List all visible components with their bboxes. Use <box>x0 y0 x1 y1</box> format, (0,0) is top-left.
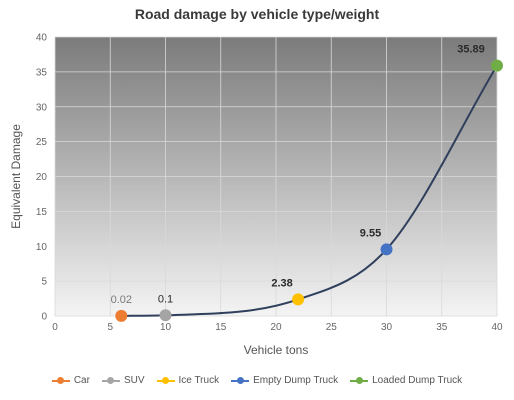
data-point <box>380 243 393 256</box>
legend-marker-icon <box>51 377 70 385</box>
data-label: 0.02 <box>111 294 132 306</box>
legend-label: Ice Truck <box>178 375 220 386</box>
y-tick-label: 0 <box>41 312 47 323</box>
legend-item: Car <box>51 375 90 386</box>
x-tick-label: 20 <box>270 322 282 333</box>
x-tick-label: 40 <box>491 322 503 333</box>
x-tick-label: 30 <box>381 322 393 333</box>
y-tick-label: 15 <box>36 207 48 218</box>
data-point <box>159 309 172 322</box>
legend: Car SUV Ice Truck Empty Dump Truck Loaded Du… <box>0 375 514 386</box>
legend-marker-icon <box>156 377 175 385</box>
y-tick-label: 20 <box>36 172 48 183</box>
data-points <box>115 59 503 322</box>
legend-marker-icon <box>231 377 250 385</box>
y-tick-label: 35 <box>36 67 48 78</box>
data-point <box>115 309 128 322</box>
data-label: 9.55 <box>360 227 381 239</box>
y-axis-ticks: 0 5 10 15 20 25 30 35 40 <box>36 33 48 323</box>
y-axis-title: Equivalent Damage <box>9 124 23 229</box>
y-tick-label: 5 <box>41 277 47 288</box>
legend-label: Empty Dump Truck <box>253 375 339 386</box>
legend-label: Car <box>73 375 90 386</box>
legend-item: SUV <box>101 375 145 386</box>
x-tick-label: 10 <box>160 322 172 333</box>
legend-item: Empty Dump Truck <box>231 375 338 386</box>
legend-label: SUV <box>123 375 145 386</box>
data-label: 35.89 <box>457 44 485 56</box>
x-tick-label: 5 <box>107 322 113 333</box>
data-point <box>491 59 503 72</box>
x-axis-title: Vehicle tons <box>244 343 309 357</box>
y-tick-label: 10 <box>36 242 48 253</box>
data-labels: 0.02 0.1 2.38 9.55 35.89 <box>111 44 485 306</box>
x-tick-label: 15 <box>215 322 227 333</box>
y-tick-label: 25 <box>36 137 48 148</box>
legend-label: Loaded Dump Truck <box>372 375 463 386</box>
y-tick-label: 40 <box>36 33 48 44</box>
gridlines <box>54 36 498 317</box>
x-tick-label: 35 <box>436 322 448 333</box>
y-tick-label: 30 <box>36 102 48 113</box>
x-axis-ticks: 0 5 10 15 20 25 30 35 40 <box>52 322 503 333</box>
data-label: 0.1 <box>158 293 173 305</box>
x-tick-label: 0 <box>52 322 58 333</box>
legend-marker-icon <box>101 377 120 385</box>
data-point <box>292 293 305 306</box>
legend-item: Loaded Dump Truck <box>350 375 462 386</box>
legend-marker-icon <box>350 377 369 385</box>
x-tick-label: 25 <box>326 322 338 333</box>
data-label: 2.38 <box>271 277 292 289</box>
chart-title: Road damage by vehicle type/weight <box>134 6 380 22</box>
legend-item: Ice Truck <box>156 375 220 386</box>
